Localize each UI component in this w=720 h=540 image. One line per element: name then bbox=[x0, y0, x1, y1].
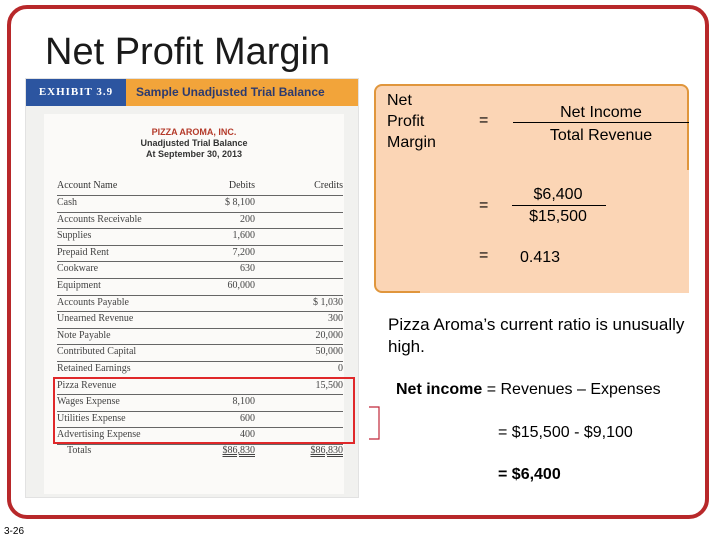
credit-cell: 15,500 bbox=[315, 379, 344, 391]
calc-label-line1: Net bbox=[387, 92, 412, 109]
debit-cell: 8,100 bbox=[232, 396, 256, 408]
denominator-value: $15,500 bbox=[529, 208, 587, 225]
net-income-formula-line3: = $6,400 bbox=[498, 466, 561, 483]
debit-cell: 600 bbox=[240, 412, 255, 424]
account-name-cell: Retained Earnings bbox=[57, 363, 131, 374]
current-ratio-note: Pizza Aroma’s current ratio is unusually… bbox=[388, 315, 685, 356]
slide-title: Net Profit Margin bbox=[45, 31, 331, 73]
exhibit-header: EXHIBIT 3.9 Sample Unadjusted Trial Bala… bbox=[26, 79, 358, 106]
calc-inner-area bbox=[420, 170, 689, 293]
numerator-label: Net Income bbox=[560, 104, 642, 121]
statement-subtitle: Unadjusted Trial Balance bbox=[140, 138, 248, 148]
table-row: Wages Expense 8,100 bbox=[57, 394, 343, 412]
equals-sign-1: = bbox=[479, 112, 489, 129]
table-row: Retained Earnings 0 bbox=[57, 361, 343, 379]
account-name-cell: Accounts Payable bbox=[57, 296, 129, 308]
column-header-account: Account Name bbox=[57, 180, 118, 191]
account-name-cell: Cash bbox=[57, 197, 77, 208]
fraction-bar-1 bbox=[513, 122, 689, 123]
exhibit-label: EXHIBIT 3.9 bbox=[26, 79, 126, 106]
account-name-cell: Equipment bbox=[57, 280, 101, 291]
debit-cell: $ 8,100 bbox=[225, 197, 255, 208]
table-row: Accounts Receivable 200 bbox=[57, 212, 343, 230]
debit-cell: 7,200 bbox=[232, 246, 256, 258]
company-name: PIZZA AROMA, INC. bbox=[151, 127, 237, 137]
table-row: Cookware 630 bbox=[57, 261, 343, 279]
trial-balance-paper: PIZZA AROMA, INC. Unadjusted Trial Balan… bbox=[44, 114, 344, 494]
table-row: Supplies 1,600 bbox=[57, 228, 343, 246]
expense-revenue-highlight-box bbox=[53, 377, 355, 444]
table-row: Contributed Capital 50,000 bbox=[57, 344, 343, 362]
credit-cell: 0 bbox=[338, 363, 343, 374]
net-profit-margin-calculation bbox=[374, 84, 689, 293]
table-row: Pizza Revenue 15,500 bbox=[57, 378, 343, 396]
account-name-cell: Supplies bbox=[57, 230, 92, 242]
denominator-label: Total Revenue bbox=[549, 127, 653, 144]
account-name-cell: Wages Expense bbox=[57, 396, 120, 408]
account-name-cell: Cookware bbox=[57, 263, 99, 275]
column-header-credits: Credits bbox=[314, 180, 343, 191]
calc-label-line2: Profit bbox=[387, 113, 425, 130]
equals-sign-3: = bbox=[479, 247, 489, 264]
table-row: Advertising Expense 400 bbox=[57, 427, 343, 445]
fraction-bar-2 bbox=[512, 205, 606, 206]
account-name-cell: Pizza Revenue bbox=[57, 379, 117, 391]
formula-rest: = Revenues – Expenses bbox=[482, 381, 661, 398]
debit-cell: 400 bbox=[240, 429, 255, 441]
debit-cell: 1,600 bbox=[232, 230, 256, 242]
statement-date: At September 30, 2013 bbox=[145, 149, 243, 159]
total-label: Totals bbox=[67, 445, 92, 456]
equals-sign-2: = bbox=[479, 197, 489, 214]
total-credits: $86,830 bbox=[310, 445, 344, 456]
net-income-formula-line2: = $15,500 - $9,100 bbox=[498, 424, 633, 441]
table-row: Note Payable 20,000 bbox=[57, 328, 343, 346]
net-income-term: Net income bbox=[396, 381, 483, 398]
credit-cell: $ 1,030 bbox=[313, 296, 343, 308]
account-name-cell: Prepaid Rent bbox=[57, 246, 109, 258]
account-name-cell: Accounts Receivable bbox=[57, 213, 142, 225]
account-name-cell: Utilities Expense bbox=[57, 412, 126, 424]
account-name-cell: Note Payable bbox=[57, 329, 111, 341]
table-header-row: Account Name Debits Credits bbox=[57, 178, 343, 196]
account-name-cell: Advertising Expense bbox=[57, 429, 141, 441]
table-row: Prepaid Rent 7,200 bbox=[57, 245, 343, 263]
column-header-debits: Debits bbox=[228, 180, 255, 191]
table-row: Utilities Expense 600 bbox=[57, 411, 343, 429]
total-debits: $86,830 bbox=[222, 445, 256, 456]
slide-number: 3-26 bbox=[4, 526, 25, 537]
table-row: Accounts Payable $ 1,030 bbox=[57, 295, 343, 313]
debit-cell: 60,000 bbox=[227, 280, 256, 291]
credit-cell: 300 bbox=[328, 313, 343, 325]
account-name-cell: Contributed Capital bbox=[57, 346, 137, 358]
exhibit-trial-balance: EXHIBIT 3.9 Sample Unadjusted Trial Bala… bbox=[26, 79, 358, 497]
exhibit-title: Sample Unadjusted Trial Balance bbox=[136, 85, 325, 99]
net-income-formula-line1: Net income = Revenues – Expenses bbox=[396, 380, 661, 399]
credit-cell: 50,000 bbox=[315, 346, 344, 358]
table-row: Cash $ 8,100 bbox=[57, 195, 343, 213]
credit-cell: 20,000 bbox=[315, 329, 344, 341]
table-row: Unearned Revenue 300 bbox=[57, 311, 343, 329]
account-name-cell: Unearned Revenue bbox=[57, 313, 134, 325]
result-value: 0.413 bbox=[520, 249, 561, 266]
table-row: Equipment 60,000 bbox=[57, 278, 343, 296]
calc-label-line3: Margin bbox=[387, 134, 436, 151]
debit-cell: 630 bbox=[240, 263, 255, 275]
debit-cell: 200 bbox=[240, 213, 255, 225]
bracket-icon bbox=[369, 406, 380, 440]
numerator-value: $6,400 bbox=[533, 186, 583, 203]
table-total-row: Totals $86,830 $86,830 bbox=[57, 443, 343, 460]
